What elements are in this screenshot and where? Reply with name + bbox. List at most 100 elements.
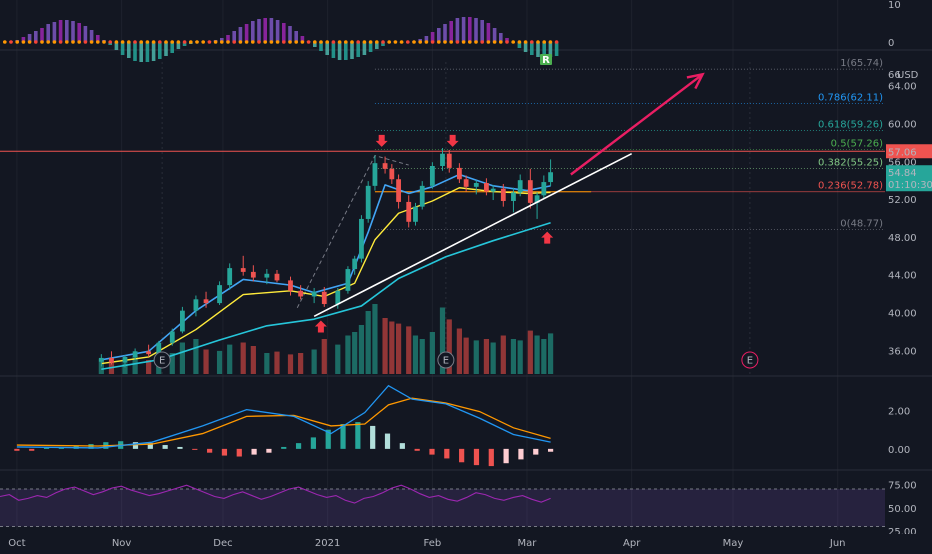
macd-histogram-bar <box>221 448 228 456</box>
volume-bar <box>352 332 358 374</box>
volume-bar <box>395 323 402 374</box>
top-histogram-dot <box>474 40 478 44</box>
top-histogram-bar <box>158 42 162 59</box>
time-axis-label: Apr <box>623 538 641 549</box>
top-histogram-dot <box>356 40 361 44</box>
top-histogram-dot <box>201 40 205 44</box>
top-histogram-dot <box>164 40 168 44</box>
macd-histogram-bar <box>355 422 361 449</box>
top-histogram-dot <box>3 40 7 44</box>
top-histogram-dot <box>226 40 230 44</box>
volume-bar <box>527 330 533 374</box>
fib-level-label: 1(65.74) <box>840 58 883 69</box>
macd-histogram-bar <box>370 425 376 449</box>
candle-body <box>517 180 523 193</box>
macd-histogram-bar <box>29 448 35 451</box>
macd-histogram-bar <box>325 429 331 449</box>
fib-level-label: 0.618(59.26) <box>818 119 883 130</box>
time-axis-label: 2021 <box>315 538 340 549</box>
candle-body <box>548 172 553 183</box>
volume-bar <box>517 340 523 374</box>
top-histogram-bar <box>424 36 429 42</box>
top-histogram-dot <box>536 40 540 44</box>
top-histogram-dot <box>319 40 323 44</box>
top-histogram-bar <box>58 20 63 42</box>
macd-histogram-bar <box>414 448 420 451</box>
top-histogram-bar <box>269 18 274 42</box>
candle-body <box>169 331 175 343</box>
macd-histogram-bar <box>281 446 287 449</box>
volume-bar <box>146 360 152 374</box>
top-histogram-bar <box>517 42 522 48</box>
candle-body <box>132 351 138 357</box>
top-histogram-bar <box>430 32 435 42</box>
candle-body <box>274 273 280 281</box>
top-histogram-dot <box>189 40 193 44</box>
top-histogram-bar <box>114 42 119 50</box>
top-histogram-bar <box>350 42 354 59</box>
top-histogram-bar <box>27 34 32 42</box>
candle-body <box>146 351 152 355</box>
top-histogram-bar <box>356 42 360 57</box>
top-histogram-bar <box>362 42 367 55</box>
top-histogram-bar <box>220 38 224 42</box>
candle-body <box>446 153 452 168</box>
top-histogram-bar <box>523 42 528 52</box>
volume-bar <box>419 339 425 374</box>
candle-body <box>359 218 364 259</box>
top-histogram-dot <box>15 40 19 44</box>
top-histogram-bar <box>381 42 385 46</box>
candle-body <box>382 163 388 169</box>
top-histogram-bar <box>499 33 503 42</box>
top-histogram-bar <box>21 37 26 42</box>
top-histogram-dot <box>213 40 218 44</box>
volume-bar <box>473 340 479 374</box>
macd-histogram-bar <box>503 448 509 464</box>
top-histogram-dot <box>77 40 81 44</box>
top-histogram-dot <box>381 40 385 44</box>
top-histogram-bar <box>77 23 81 42</box>
top-histogram-dot <box>486 40 491 44</box>
volume-bar <box>122 363 128 374</box>
top-histogram-bar <box>226 35 230 42</box>
candle-body <box>288 280 293 291</box>
candle-body <box>180 310 185 332</box>
top-histogram-bar <box>151 42 156 61</box>
candle-body <box>298 290 304 297</box>
price-scale-label-bg <box>886 177 932 192</box>
top-histogram-dot <box>523 40 528 44</box>
top-histogram-bar <box>325 42 329 55</box>
volume-bar <box>490 342 496 374</box>
time-axis-label: Mar <box>518 538 538 549</box>
candle-body <box>365 185 371 219</box>
time-axis-label: Dec <box>213 538 232 549</box>
top-histogram-dot <box>499 40 503 44</box>
top-histogram-dot <box>406 40 410 44</box>
top-histogram-bar <box>542 42 546 58</box>
macd-histogram-bar <box>473 448 480 466</box>
top-histogram-bar <box>530 42 534 55</box>
buy-signal-arrow <box>314 320 327 333</box>
top-histogram-dot <box>511 40 515 44</box>
top-histogram-dot <box>207 40 212 44</box>
top-histogram-bar <box>244 24 249 42</box>
sell-signal-arrow <box>375 134 388 147</box>
top-histogram-dot <box>331 40 336 44</box>
time-axis-label: Jun <box>829 538 846 549</box>
volume-bar <box>227 344 233 374</box>
top-histogram-dot <box>170 40 174 44</box>
time-axis-label: May <box>723 538 744 549</box>
candle-body <box>429 166 435 186</box>
top-histogram-dot <box>269 40 274 44</box>
top-histogram-dot <box>505 40 509 44</box>
macd-histogram-bar <box>14 448 20 451</box>
top-histogram-bar <box>263 18 267 42</box>
top-histogram-bar <box>474 18 478 42</box>
candle-body <box>311 291 317 297</box>
candle-body <box>250 271 256 278</box>
top-histogram-bar <box>461 17 466 42</box>
top-histogram-dot <box>350 40 354 44</box>
rsi-band <box>0 489 885 527</box>
